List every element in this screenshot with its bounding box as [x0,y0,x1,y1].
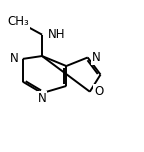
Text: N: N [38,92,46,105]
Text: CH₃: CH₃ [8,15,29,28]
Text: O: O [94,85,103,98]
Text: N: N [92,51,101,64]
Text: N: N [10,52,19,65]
Text: NH: NH [48,28,65,41]
